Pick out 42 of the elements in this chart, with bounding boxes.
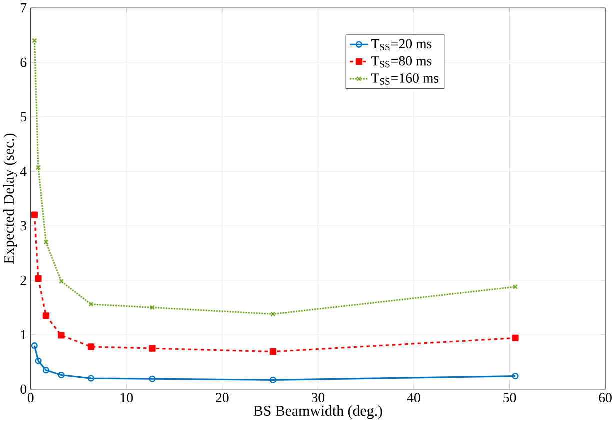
x-tick-label: 40: [407, 393, 420, 403]
y-tick-label: 5: [20, 112, 27, 122]
point: [35, 358, 42, 365]
point: [149, 376, 156, 383]
point: [32, 38, 38, 44]
point: [150, 305, 155, 310]
x-axis-title: BS Beamwidth (deg.): [254, 406, 382, 420]
x-tick-label: 60: [599, 393, 612, 403]
point: [58, 372, 65, 379]
point: [35, 276, 42, 282]
legend-label: T$_{SS}$=80 ms: [371, 56, 432, 68]
y-axis-title: Expected Delay (sec.): [4, 134, 18, 264]
y-tick-label: 1: [21, 330, 26, 340]
x-tick-label: 10: [120, 393, 134, 403]
point: [88, 302, 94, 308]
y-tick-label: 3: [20, 221, 27, 231]
point: [44, 240, 49, 246]
point: [270, 377, 276, 384]
point: [270, 312, 276, 317]
point: [58, 332, 65, 339]
point: [149, 345, 156, 352]
y-tick-label: 7: [21, 4, 27, 13]
point: [36, 165, 42, 170]
point: [512, 284, 518, 290]
y-tick-label: 2: [20, 276, 26, 286]
x-tick-label: 20: [216, 393, 229, 403]
point: [31, 212, 38, 219]
x-tick-label: 30: [312, 393, 325, 403]
x-tick-label: 0: [28, 393, 34, 403]
y-tick-label: 0: [20, 384, 27, 394]
x-tick-label: 50: [504, 393, 516, 403]
point: [88, 344, 94, 350]
y-tick-label: 6: [20, 58, 27, 68]
legend-label: T$_{SS}$=160 ms: [371, 74, 439, 86]
point: [270, 348, 276, 356]
y-tick-label: 4: [20, 167, 27, 176]
point: [42, 367, 50, 374]
point: [512, 335, 519, 342]
point: [58, 279, 64, 284]
point: [88, 375, 94, 382]
point: [42, 312, 50, 320]
legend-label: T$_{SS}$=20 ms: [371, 39, 432, 51]
